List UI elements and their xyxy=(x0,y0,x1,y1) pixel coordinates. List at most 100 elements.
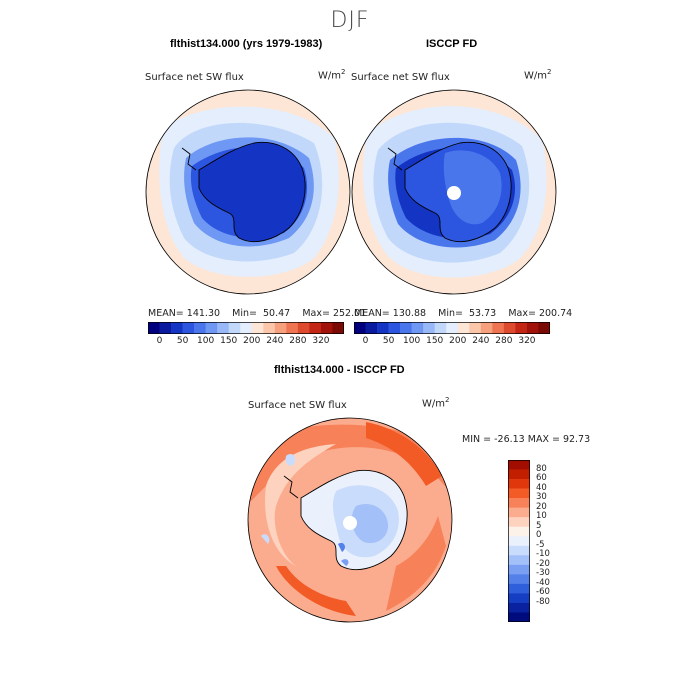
colorbar-tick-label: -30 xyxy=(536,568,550,579)
colorbar-swatch xyxy=(508,536,530,547)
colorbar-tick-label: -40 xyxy=(536,577,550,588)
colorbar-swatch xyxy=(508,526,530,537)
colorbar-swatch xyxy=(297,322,310,334)
diff-minmax: MIN = -26.13 MAX = 92.73 xyxy=(462,434,591,445)
colorbar-tick-label: -20 xyxy=(536,558,550,569)
colorbar-swatch xyxy=(508,460,530,470)
panel2-polar-map xyxy=(351,89,557,295)
colorbar-swatch xyxy=(526,322,539,334)
panel2-stats: MEAN= 130.88 Min= 53.73 Max= 200.74 xyxy=(354,308,573,319)
colorbar-tick-label: 5 xyxy=(536,520,542,531)
colorbar-tick-label: 320 xyxy=(312,336,330,346)
colorbar-swatch xyxy=(508,469,530,480)
colorbar-tick-label: 240 xyxy=(472,336,490,346)
colorbar-tick-label: 40 xyxy=(536,482,547,493)
colorbar-tick-label: 80 xyxy=(536,463,547,474)
colorbar-swatch xyxy=(538,322,550,334)
colorbar-tick-label: 150 xyxy=(426,336,444,346)
colorbar-tick-label: 0 xyxy=(536,530,542,541)
diff-title: flthist134.000 - ISCCP FD xyxy=(274,364,405,376)
colorbar-swatch xyxy=(508,517,530,528)
colorbar-tick-label: 30 xyxy=(536,492,547,503)
colorbar-tick-label: 50 xyxy=(382,336,395,346)
colorbar-swatch xyxy=(388,322,401,334)
colorbar-tick-label: 10 xyxy=(536,511,547,522)
colorbar-swatch xyxy=(332,322,344,334)
panel2-variable-label: Surface net SW flux xyxy=(351,72,450,83)
colorbar-swatch xyxy=(354,322,366,334)
colorbar-swatch xyxy=(240,322,253,334)
colorbar-swatch xyxy=(469,322,482,334)
colorbar-swatch xyxy=(515,322,528,334)
panel2-title: ISCCP FD xyxy=(426,38,478,50)
colorbar-tick-label: 200 xyxy=(243,336,261,346)
colorbar-tick-label: 100 xyxy=(403,336,421,346)
colorbar-tick-label: 240 xyxy=(266,336,284,346)
colorbar-tick-label: 20 xyxy=(536,501,547,512)
panel1-polar-map xyxy=(145,89,351,295)
panel1-colorbar xyxy=(148,322,344,334)
colorbar-swatch xyxy=(508,564,530,575)
colorbar-tick-label: -60 xyxy=(536,587,550,598)
colorbar-swatch xyxy=(365,322,378,334)
colorbar-swatch xyxy=(400,322,412,334)
panel1-title: flthist134.000 (yrs 1979-1983) xyxy=(170,38,323,50)
colorbar-tick-label: 0 xyxy=(156,336,163,346)
colorbar-swatch xyxy=(423,322,436,334)
colorbar-swatch xyxy=(508,593,530,604)
colorbar-tick-label: 0 xyxy=(362,336,369,346)
colorbar-swatch xyxy=(508,488,530,499)
colorbar-swatch xyxy=(309,322,322,334)
colorbar-tick-label: 60 xyxy=(536,473,547,484)
panel1-variable-label: Surface net SW flux xyxy=(145,72,244,83)
colorbar-swatch xyxy=(274,322,287,334)
colorbar-swatch xyxy=(508,583,530,594)
colorbar-tick-label: 150 xyxy=(220,336,238,346)
diff-units: W/m2 xyxy=(422,396,450,410)
colorbar-swatch xyxy=(411,322,424,334)
colorbar-tick-label: -10 xyxy=(536,549,550,560)
colorbar-swatch xyxy=(205,322,218,334)
colorbar-swatch xyxy=(377,322,389,334)
colorbar-swatch xyxy=(508,574,530,585)
colorbar-swatch xyxy=(434,322,447,334)
colorbar-tick-label: 200 xyxy=(449,336,467,346)
colorbar-swatch xyxy=(182,322,195,334)
colorbar-swatch xyxy=(148,322,160,334)
panel2-units: W/m2 xyxy=(524,68,552,82)
colorbar-swatch xyxy=(508,555,530,566)
colorbar-tick-label: 100 xyxy=(197,336,215,346)
colorbar-swatch xyxy=(159,322,172,334)
colorbar-swatch xyxy=(446,322,459,334)
diff-colorbar xyxy=(508,460,530,622)
colorbar-swatch xyxy=(320,322,333,334)
panel1-units: W/m2 xyxy=(318,68,346,82)
colorbar-swatch xyxy=(508,507,530,518)
colorbar-swatch xyxy=(508,602,530,613)
colorbar-swatch xyxy=(508,479,530,489)
colorbar-tick-label: 280 xyxy=(495,336,513,346)
colorbar-swatch xyxy=(508,498,530,508)
colorbar-tick-label: 320 xyxy=(518,336,536,346)
colorbar-swatch xyxy=(263,322,276,334)
colorbar-swatch xyxy=(251,322,264,334)
diff-polar-map xyxy=(247,417,453,623)
colorbar-swatch xyxy=(508,545,530,556)
colorbar-swatch xyxy=(171,322,183,334)
colorbar-tick-label: -5 xyxy=(536,539,545,550)
panel2-colorbar xyxy=(354,322,550,334)
colorbar-tick-label: 50 xyxy=(176,336,189,346)
colorbar-swatch xyxy=(217,322,230,334)
panel1-stats: MEAN= 141.30 Min= 50.47 Max= 252.01 xyxy=(148,308,367,319)
colorbar-swatch xyxy=(228,322,241,334)
diff-variable-label: Surface net SW flux xyxy=(248,400,347,411)
colorbar-swatch xyxy=(503,322,516,334)
colorbar-swatch xyxy=(508,612,530,622)
colorbar-swatch xyxy=(492,322,505,334)
colorbar-swatch xyxy=(457,322,470,334)
colorbar-swatch xyxy=(480,322,493,334)
colorbar-tick-label: 280 xyxy=(289,336,307,346)
colorbar-tick-label: -80 xyxy=(536,596,550,607)
colorbar-swatch xyxy=(194,322,206,334)
figure-title: DJF xyxy=(330,8,370,33)
